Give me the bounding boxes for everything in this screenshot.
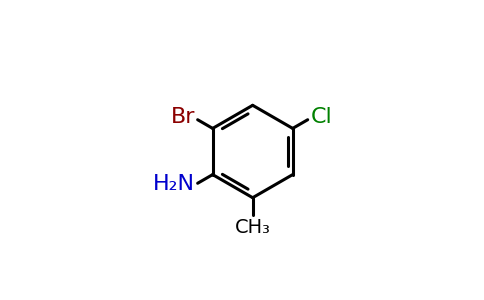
Text: Cl: Cl [310, 106, 332, 127]
Text: CH₃: CH₃ [235, 218, 271, 237]
Text: H₂N: H₂N [153, 174, 195, 194]
Text: Br: Br [170, 106, 195, 127]
